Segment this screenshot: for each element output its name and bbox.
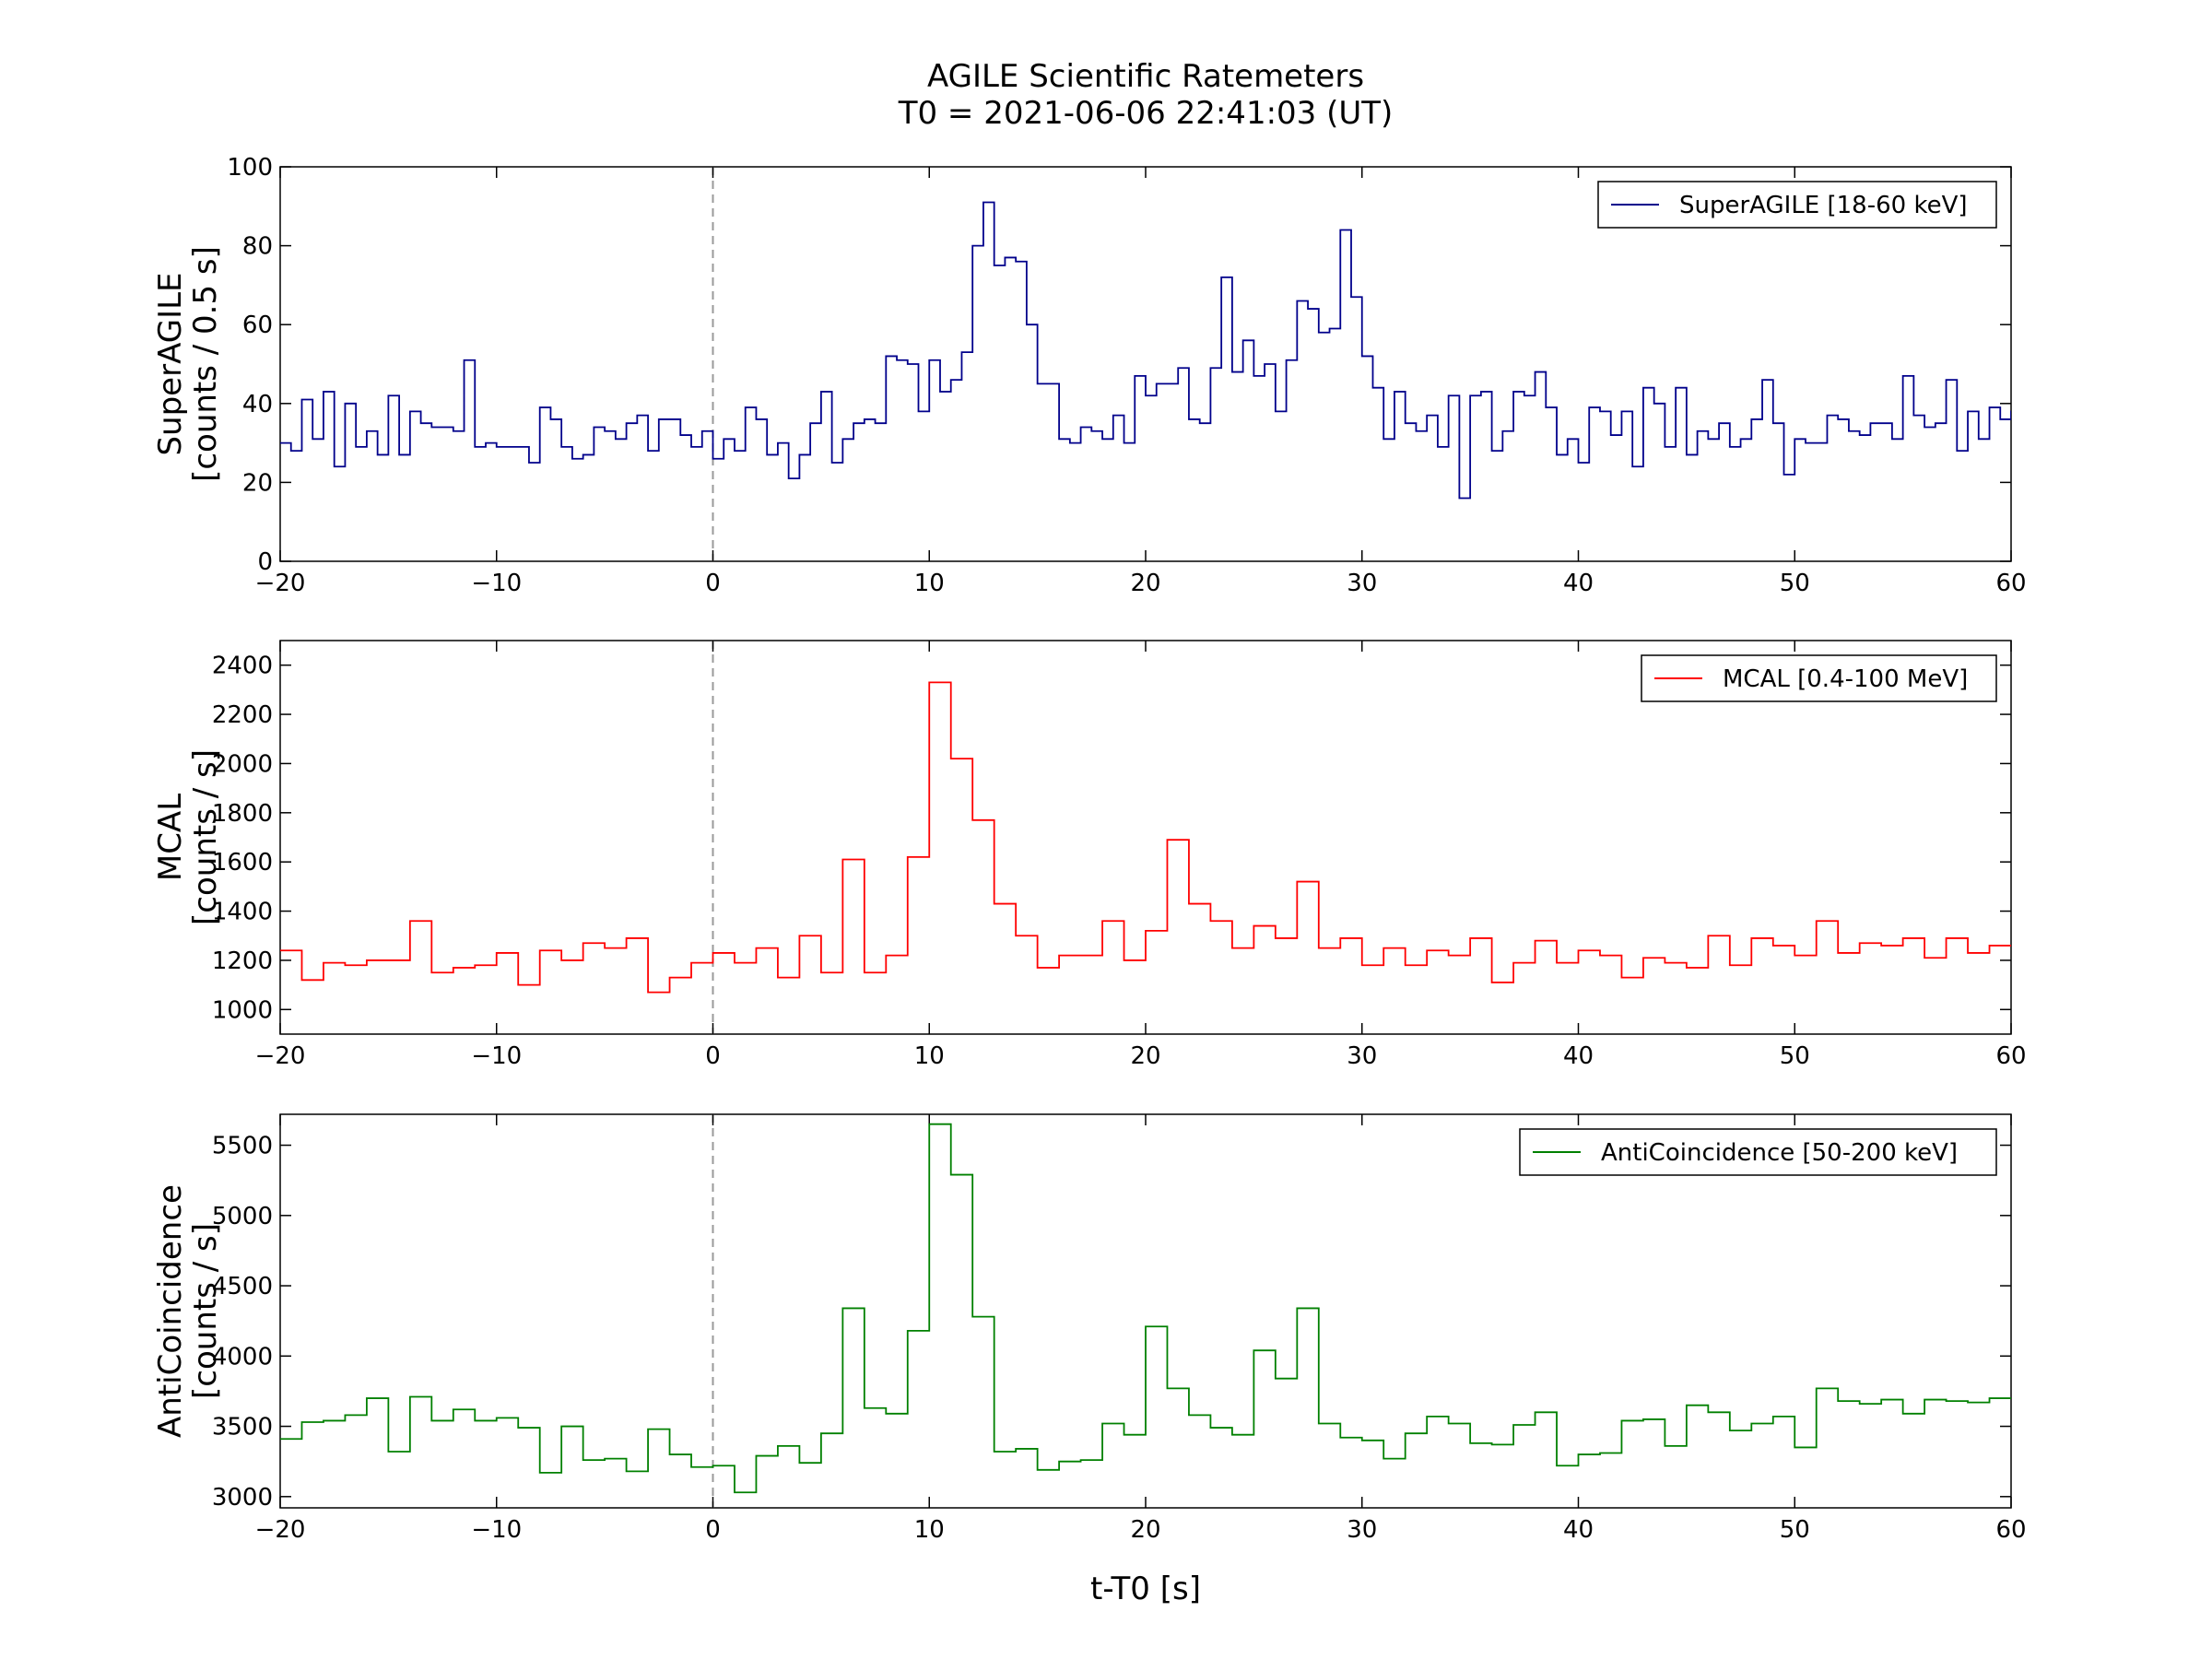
legend-label: MCAL [0.4-100 MeV] bbox=[1723, 665, 1968, 693]
y-axis-label-units: [counts / s] bbox=[187, 749, 224, 925]
x-tick-label: 20 bbox=[1130, 570, 1160, 597]
x-tick-label: 50 bbox=[1780, 1516, 1810, 1544]
series-line bbox=[280, 1123, 2011, 1494]
series-line bbox=[280, 201, 2011, 500]
x-tick-label: −20 bbox=[255, 570, 306, 597]
x-tick-label: −20 bbox=[255, 1042, 306, 1070]
y-axis-label-units: [counts / 0.5 s] bbox=[187, 246, 224, 482]
legend-box bbox=[1597, 181, 1997, 229]
x-tick-label: −10 bbox=[471, 1516, 522, 1544]
y-tick-label: 3000 bbox=[212, 1484, 273, 1512]
x-tick-label: 20 bbox=[1130, 1042, 1160, 1070]
x-tick-label: 60 bbox=[1995, 570, 2026, 597]
y-tick-label: 2400 bbox=[212, 653, 273, 680]
x-tick-label: 60 bbox=[1995, 1516, 2026, 1544]
legend: MCAL [0.4-100 MeV] bbox=[1641, 654, 1997, 702]
panel-1: −20 −10 0 10 20 30 40 50 60 0 20 40 60 80 100 SuperAGIL… bbox=[152, 154, 2027, 597]
x-tick-label: −20 bbox=[255, 1516, 306, 1544]
x-tick-label: 50 bbox=[1780, 1042, 1810, 1070]
y-tick-label: 1600 bbox=[212, 849, 273, 877]
y-tick-label: 1800 bbox=[212, 800, 273, 828]
series-line bbox=[280, 681, 2011, 994]
y-tick-label: 5500 bbox=[212, 1133, 273, 1160]
x-tick-label: −10 bbox=[471, 1042, 522, 1070]
y-tick-label: 60 bbox=[242, 312, 273, 339]
y-tick-label: 5000 bbox=[212, 1203, 273, 1230]
y-tick-label: 2000 bbox=[212, 750, 273, 778]
y-tick-label: 4500 bbox=[212, 1273, 273, 1300]
x-tick-label: 10 bbox=[914, 570, 945, 597]
x-tick-label: −10 bbox=[471, 570, 522, 597]
y-tick-label: 100 bbox=[227, 154, 273, 182]
figure-title-line1: AGILE Scientific Ratemeters bbox=[927, 58, 1364, 95]
y-tick-label: 1400 bbox=[212, 899, 273, 926]
x-tick-label: 30 bbox=[1347, 1042, 1377, 1070]
x-tick-label: 10 bbox=[914, 1516, 945, 1544]
legend-label: AntiCoincidence [50-200 keV] bbox=[1601, 1139, 1958, 1167]
x-tick-label: 10 bbox=[914, 1042, 945, 1070]
y-tick-label: 80 bbox=[242, 233, 273, 261]
plot-panels: −20 −10 0 10 20 30 40 50 60020406080100SuperAGIL… bbox=[152, 154, 2027, 1544]
x-tick-label: 50 bbox=[1780, 570, 1810, 597]
figure-title-line2: T0 = 2021-06-06 22:41:03 (UT) bbox=[898, 95, 1394, 132]
x-tick-label: 40 bbox=[1563, 1042, 1594, 1070]
y-tick-label: 4000 bbox=[212, 1343, 273, 1371]
x-tick-label: 30 bbox=[1347, 1516, 1377, 1544]
x-tick-label: 30 bbox=[1347, 570, 1377, 597]
y-tick-label: 20 bbox=[242, 469, 273, 497]
y-tick-label: 0 bbox=[257, 548, 273, 576]
y-tick-label: 40 bbox=[242, 391, 273, 418]
y-tick-label: 1200 bbox=[212, 947, 273, 975]
x-tick-label: 0 bbox=[705, 1516, 721, 1544]
panel-3: −20 −10 0 10 20 30 40 50 60 3000 3500 4000 4500 5000 5… bbox=[152, 1113, 2027, 1544]
legend-label: SuperAGILE [18-60 keV] bbox=[1679, 192, 1968, 219]
x-tick-label: 20 bbox=[1130, 1516, 1160, 1544]
y-tick-label: 1000 bbox=[212, 996, 273, 1024]
x-tick-label: 40 bbox=[1563, 570, 1594, 597]
legend-box bbox=[1519, 1128, 1997, 1176]
y-axis-label: MCAL bbox=[152, 794, 189, 881]
x-axis-label: t-T0 [s] bbox=[1090, 1571, 1201, 1607]
y-tick-label: 2200 bbox=[212, 701, 273, 729]
y-axis-label: AntiCoincidence bbox=[152, 1184, 189, 1438]
x-tick-label: 0 bbox=[705, 1042, 721, 1070]
y-axis-label-units: [counts / s] bbox=[187, 1223, 224, 1399]
panel-2: −20 −10 0 10 20 30 40 50 60 1000 1200 1400 1600 1800 2… bbox=[152, 640, 2027, 1070]
x-tick-label: 0 bbox=[705, 570, 721, 597]
x-tick-label: 40 bbox=[1563, 1516, 1594, 1544]
legend: SuperAGILE [18-60 keV] bbox=[1597, 181, 1997, 229]
legend: AntiCoincidence [50-200 keV] bbox=[1519, 1128, 1997, 1176]
y-tick-label: 3500 bbox=[212, 1414, 273, 1441]
x-tick-label: 60 bbox=[1995, 1042, 2026, 1070]
y-axis-label: SuperAGILE bbox=[152, 272, 189, 455]
